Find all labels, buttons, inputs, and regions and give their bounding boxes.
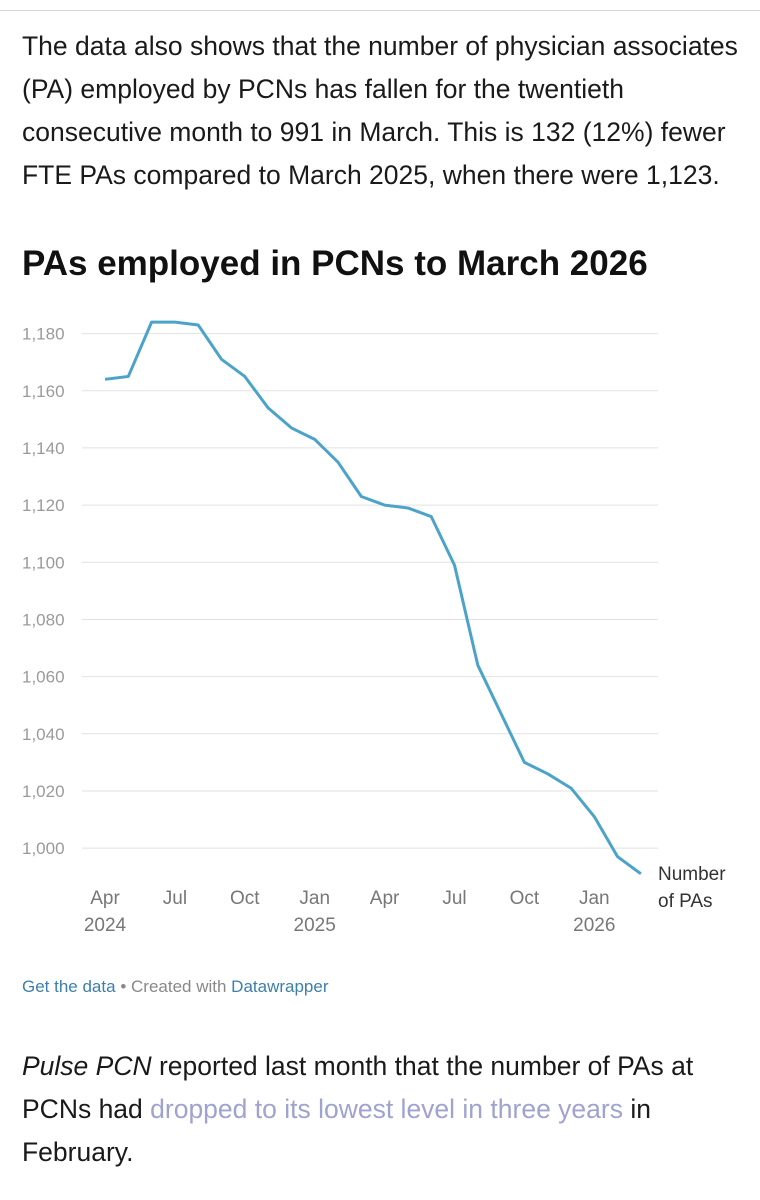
y-tick-label: 1,000 <box>22 839 65 858</box>
x-tick-label: Jan 2026 <box>573 888 615 936</box>
text: in February. <box>22 1094 651 1167</box>
y-tick-label: 1,140 <box>22 439 65 458</box>
divider <box>0 10 760 11</box>
data-line <box>104 320 642 876</box>
paragraph: Pulse PCN reported last month that the n… <box>22 1045 742 1174</box>
chart: 1,000 1,020 1,040 1,060 1,080 1,100 1,120 1,140… <box>22 320 726 936</box>
paragraph: The data also shows that the number of p… <box>22 31 738 190</box>
datawrapper-link[interactable]: Datawrapper <box>231 977 329 996</box>
chart-title: PAs employed in PCNs to March 2026 <box>22 244 648 283</box>
y-tick-label: 1,120 <box>22 496 65 515</box>
get-data-link[interactable]: Get the data <box>22 977 116 996</box>
y-tick-label: 1,160 <box>22 382 65 401</box>
credit-text: Created with <box>131 977 227 996</box>
y-tick-label: 1,060 <box>22 668 65 687</box>
x-tick-label: Apr 2024 <box>84 888 127 936</box>
series-label: Number of PAs <box>658 864 726 912</box>
x-tick-label: Jul <box>442 888 466 909</box>
y-tick-label: 1,180 <box>22 325 65 344</box>
publication-name: Pulse PCN <box>22 1051 152 1081</box>
separator: • <box>120 977 127 996</box>
chart-footer: Get the data • Created with Datawrapper <box>22 977 329 997</box>
y-tick-label: 1,020 <box>22 782 65 801</box>
text: reported last month that the number of P… <box>22 1051 694 1124</box>
y-tick-label: 1,080 <box>22 610 65 629</box>
x-tick-label: Oct <box>230 888 260 909</box>
article-link[interactable]: dropped to its lowest level in three yea… <box>150 1094 623 1124</box>
y-tick-label: 1,040 <box>22 725 65 744</box>
x-tick-label: Jul <box>163 888 187 909</box>
y-tick-label: 1,100 <box>22 553 65 572</box>
x-tick-label: Apr <box>370 888 400 909</box>
x-tick-label: Jan 2025 <box>294 888 336 936</box>
x-tick-label: Oct <box>510 888 540 909</box>
